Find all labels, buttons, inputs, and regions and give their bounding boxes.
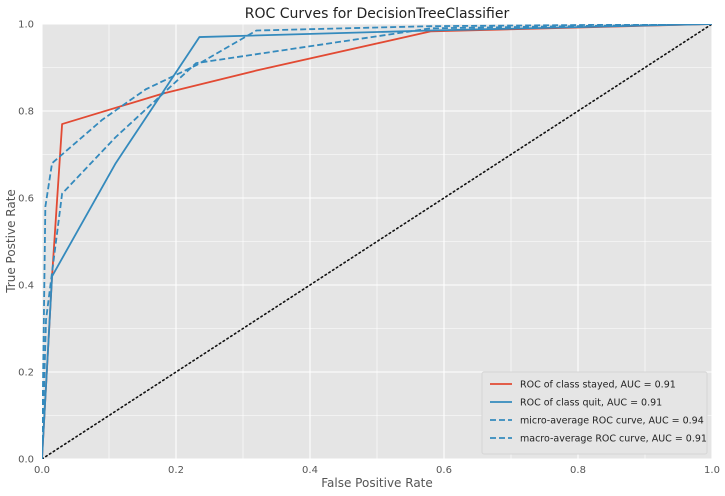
x-tick-label: 1.0 [704, 465, 720, 476]
x-tick-label: 0.2 [168, 465, 184, 476]
chart-title: ROC Curves for DecisionTreeClassifier [245, 6, 510, 22]
y-tick-label: 0.2 [18, 368, 34, 379]
y-tick-label: 0.8 [18, 107, 34, 118]
x-axis-ticks: 0.0 0.2 0.4 0.6 0.8 1.0 [34, 465, 720, 476]
series-layer [42, 24, 712, 459]
legend-entry-label: ROC of class quit, AUC = 0.91 [520, 398, 662, 409]
y-axis-ticks: 0.0 0.2 0.4 0.6 0.8 1.0 [18, 20, 34, 466]
y-axis-label: True Postive Rate [4, 189, 18, 294]
y-tick-label: 0.6 [18, 194, 34, 205]
series-line-3 [42, 24, 712, 459]
y-tick-label: 0.0 [18, 455, 34, 466]
y-tick-label: 1.0 [18, 20, 34, 31]
x-tick-label: 0.0 [34, 465, 50, 476]
legend-entry-label: micro-average ROC curve, AUC = 0.94 [520, 416, 704, 427]
legend-box [481, 371, 708, 455]
x-axis-label: False Positive Rate [321, 476, 433, 490]
chance-diagonal-line [42, 24, 712, 459]
legend-entry-label: macro-average ROC curve, AUC = 0.91 [520, 434, 707, 445]
series-group [42, 24, 712, 459]
legend: ROC of class stayed, AUC = 0.91 ROC of cl… [481, 371, 708, 455]
x-tick-label: 0.8 [570, 465, 586, 476]
x-tick-label: 0.4 [302, 465, 318, 476]
series-line-4 [42, 24, 712, 459]
y-tick-label: 0.4 [18, 281, 34, 292]
x-tick-label: 0.6 [436, 465, 452, 476]
legend-entry-label: ROC of class stayed, AUC = 0.91 [520, 380, 676, 391]
series-line-2 [42, 24, 712, 459]
